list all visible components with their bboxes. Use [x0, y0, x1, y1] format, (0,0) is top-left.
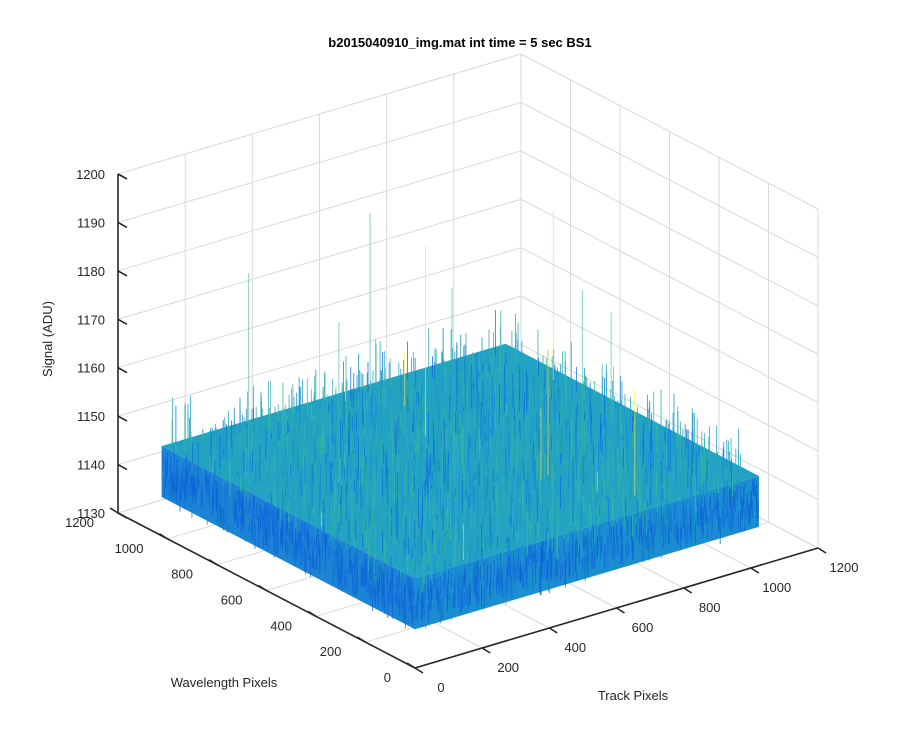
z-tick-label: 1140 — [77, 458, 105, 473]
y-tick — [109, 507, 119, 514]
y-tick — [307, 610, 317, 617]
x-tick-label: 200 — [497, 660, 519, 675]
grid-line — [117, 101, 522, 223]
x-tick-label: 400 — [564, 640, 586, 655]
grid-line — [117, 150, 522, 272]
x-tick — [548, 627, 558, 634]
x-tick-label: 1000 — [762, 580, 791, 595]
grid-line — [117, 53, 522, 175]
y-tick — [159, 533, 168, 540]
y-tick — [357, 636, 366, 643]
grid-line — [520, 150, 819, 307]
x-tick — [750, 567, 760, 574]
y-tick — [208, 559, 218, 566]
grid-line — [520, 101, 819, 258]
z-tick — [117, 463, 128, 471]
z-tick-label: 1160 — [77, 361, 105, 376]
y-tick-label: 400 — [270, 618, 292, 633]
grid-line — [520, 53, 819, 210]
z-tick-label: 1150 — [77, 409, 105, 424]
y-tick-label: 0 — [384, 670, 391, 685]
z-tick — [117, 270, 128, 277]
x-axis-label: Track Pixels — [598, 688, 669, 703]
y-tick-label: 200 — [320, 644, 342, 659]
y-tick-label: 600 — [221, 593, 243, 608]
z-tick — [117, 318, 128, 325]
x-tick — [414, 667, 424, 674]
y-tick — [406, 662, 416, 669]
y-tick-label: 1200 — [65, 515, 94, 530]
x-tick — [817, 547, 827, 554]
y-tick — [258, 584, 267, 592]
y-tick-label: 800 — [171, 567, 193, 582]
z-tick — [117, 512, 128, 519]
chart-title: b2015040910_img.mat int time = 5 sec BS1 — [328, 35, 591, 50]
z-tick-label: 1190 — [77, 215, 105, 230]
z-tick-label: 1180 — [77, 264, 105, 279]
x-tick — [481, 647, 491, 654]
grid-line — [520, 247, 819, 404]
grid-line — [520, 198, 819, 355]
z-tick — [117, 173, 128, 180]
z-tick — [117, 367, 128, 374]
grid-line — [117, 247, 522, 369]
tick-labels: 0 200 400 600 800 1000 1200 0 200 400 600 800 1000 12… — [65, 167, 858, 695]
z-tick — [117, 415, 128, 422]
signal-surface — [161, 211, 759, 630]
right-wall-grid — [520, 53, 819, 549]
x-tick — [616, 607, 625, 614]
x-tick — [683, 587, 693, 594]
grid-line — [520, 295, 819, 452]
y-tick-label: 1000 — [115, 541, 144, 556]
z-tick-label: 1130 — [77, 506, 105, 521]
z-tick — [117, 221, 128, 229]
x-tick-label: 1200 — [830, 560, 859, 575]
grid-line — [117, 198, 522, 320]
z-tick-label: 1200 — [76, 167, 105, 182]
y-axis-label: Wavelength Pixels — [171, 675, 278, 690]
z-axis-label: Signal (ADU) — [40, 301, 55, 377]
x-tick-label: 600 — [632, 620, 654, 635]
x-tick-label: 0 — [437, 680, 444, 695]
grid-line — [117, 295, 522, 417]
z-tick-label: 1170 — [77, 312, 105, 327]
x-tick-label: 800 — [699, 600, 721, 615]
tick-marks — [109, 173, 827, 674]
